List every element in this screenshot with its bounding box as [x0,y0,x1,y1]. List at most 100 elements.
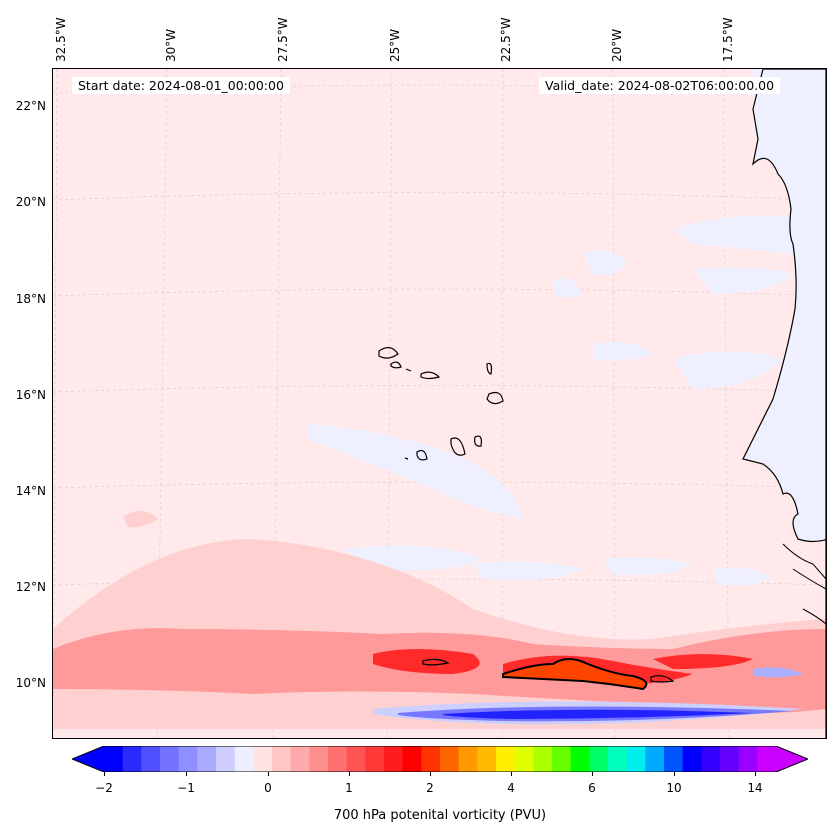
colorbar-segment [104,746,124,772]
lat-label: 12°N [15,580,46,594]
island [486,391,504,405]
colorbar-segment [346,746,366,772]
map-canvas[interactable] [53,69,826,738]
colorbar-segment [664,746,684,772]
colorbar-segment [589,746,609,772]
colorbar-segment [570,746,590,772]
colorbar-segment [384,746,404,772]
pv-region [753,667,803,678]
island [450,437,466,456]
lat-label: 22°N [15,99,46,113]
pv-negative-light-regions [308,69,826,586]
colorbar-segment [402,746,422,772]
colorbar-tick-label: 10 [666,781,682,795]
pv-region [123,510,158,528]
colorbar-extend-min [72,746,104,772]
pv-negative-band [373,667,803,725]
island [404,457,409,460]
colorbar-tick-label: −2 [95,781,113,795]
map-panel[interactable] [52,68,827,739]
colorbar-segment [216,746,236,772]
colorbar-segment [160,746,180,772]
colorbar-segment [178,746,198,772]
pv-contour [422,658,450,666]
colorbar-segment [552,746,572,772]
lon-label: 25°W [388,28,402,62]
lon-label: 22.5°W [499,17,513,62]
island [378,347,399,359]
colorbar-segment [533,746,553,772]
start-date-label: Start date: 2024-08-01_00:00:00 [72,77,290,94]
colorbar-tick-label: 2 [426,781,434,795]
lat-label: 20°N [15,195,46,209]
pv-region [713,567,773,586]
colorbar-segment [645,746,665,772]
pv-region [583,250,628,276]
colorbar-tick-label: 14 [747,781,763,795]
africa-coastline-south [782,543,826,625]
colorbar-tick-label: −1 [177,781,195,795]
colorbar-segment [440,746,460,772]
colorbar-segment [738,746,758,772]
island [390,361,402,369]
pv-region [308,424,523,519]
colorbar-tick-label: 4 [507,781,515,795]
colorbar-segment [272,746,292,772]
lon-label: 30°W [164,28,178,62]
colorbar-segment [365,746,385,772]
island [420,371,441,380]
colorbar-segment [328,746,348,772]
pv-region [443,709,753,719]
colorbar-extend-max [776,746,808,772]
colorbar-segment [626,746,646,772]
colorbar-segment [757,746,777,772]
pv-region [373,649,480,674]
colorbar-tick-label: 0 [264,781,272,795]
lat-label: 16°N [15,388,46,402]
pv-region [593,341,653,361]
lat-label: 18°N [15,292,46,306]
lon-label: 32.5°W [54,17,68,62]
valid-date-label: Valid_date: 2024-08-02T06:00:00.00 [539,77,781,94]
gridline [612,69,616,738]
africa-coastline [742,69,826,738]
pv-region [603,557,693,576]
colorbar-segment [682,746,702,772]
colorbar-segment [496,746,516,772]
island [405,368,412,372]
pv-region [653,654,753,669]
colorbar-tick-label: 1 [345,781,353,795]
colorbar-segment [701,746,721,772]
lat-label: 10°N [15,676,46,690]
colorbar-segment [197,746,217,772]
lat-label: 14°N [15,484,46,498]
colorbar-segment [458,746,478,772]
colorbar-segment [514,746,534,772]
colorbar-segment [234,746,254,772]
pv-region [673,351,783,389]
cabo-verde-islands [378,347,504,461]
lon-label: 17.5°W [721,17,735,62]
colorbar-segment [421,746,441,772]
colorbar-segment [608,746,628,772]
colorbar-segment [253,746,273,772]
island [486,362,493,375]
gridline [53,385,826,393]
pv-region [553,278,583,298]
colorbar-segment [122,746,142,772]
pv-region [673,215,826,259]
colorbar-tick-label: 6 [588,781,596,795]
lon-label: 20°W [610,28,624,62]
pv-max-contour [502,658,648,691]
gridline [53,192,826,201]
colorbar-segment [141,746,161,772]
colorbar-segment [309,746,329,772]
pv-region [473,561,583,581]
island [474,435,482,447]
colorbar-segment [720,746,740,772]
lon-label: 27.5°W [276,17,290,62]
pv-contour [650,675,675,683]
colorbar [72,746,808,772]
colorbar-segment [290,746,310,772]
colorbar-segment [477,746,497,772]
